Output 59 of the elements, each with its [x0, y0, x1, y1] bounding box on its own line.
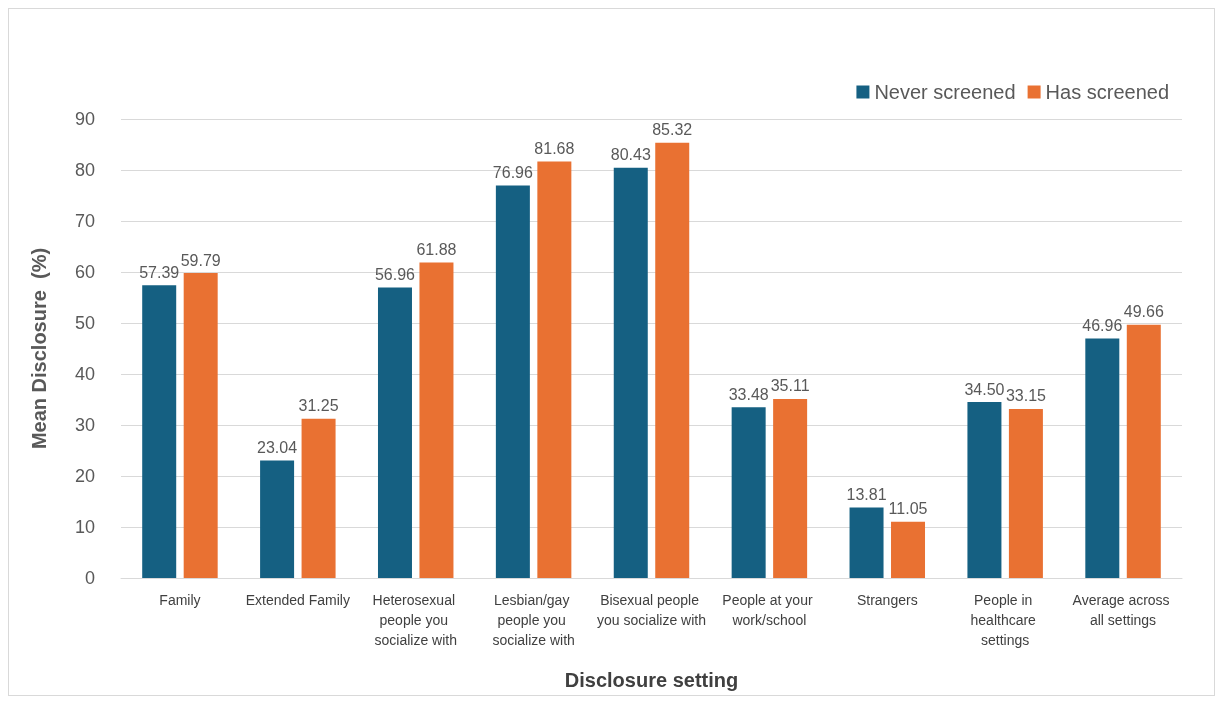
data-label: 49.66 [1123, 303, 1164, 321]
x-tick-label: People at your work/school [722, 592, 817, 628]
y-tick-label: 80 [74, 160, 95, 180]
bar [301, 418, 336, 578]
x-tick-label: Average across all settings [1072, 592, 1174, 628]
y-tick-label: 70 [74, 211, 95, 231]
bar [849, 507, 884, 578]
bar [1085, 338, 1120, 578]
y-tick-label: 0 [84, 568, 95, 588]
data-label: 76.96 [492, 164, 533, 181]
data-label: 11.05 [888, 500, 928, 518]
x-tick-label: People in healthcare settings [970, 592, 1040, 648]
data-label: 23.04 [257, 439, 298, 456]
x-tick-label: Lesbian/gay people you socialize with [492, 592, 575, 648]
y-axis-title: Mean Disclosure (%) [28, 247, 50, 450]
x-tick-label: Extended Family [245, 592, 350, 608]
data-label: 85.32 [652, 121, 693, 139]
bar [419, 262, 454, 578]
bar [377, 287, 412, 578]
data-label: 59.79 [180, 251, 221, 269]
y-tick-label: 10 [74, 517, 95, 537]
bar [183, 273, 218, 578]
data-label: 33.15 [1005, 387, 1047, 405]
y-tick-label: 20 [74, 466, 95, 486]
bar [613, 167, 648, 578]
x-tick-label: Heterosexual people you socialize with [372, 592, 459, 648]
data-label: 31.25 [298, 397, 339, 415]
data-label: 61.88 [416, 240, 457, 258]
legend-label: Never screened [874, 81, 1016, 103]
data-label: 80.43 [610, 146, 651, 164]
x-tick-label: Family [159, 592, 201, 608]
bar [1008, 408, 1043, 578]
bar [655, 142, 690, 578]
bar [537, 161, 572, 578]
bar [773, 398, 808, 578]
bar [891, 521, 926, 578]
x-tick-label: Bisexual people you socialize with [597, 592, 706, 628]
data-label: 34.50 [964, 380, 1005, 398]
data-label: 33.48 [728, 385, 769, 403]
y-tick-label: 60 [74, 262, 95, 282]
bar [142, 285, 177, 578]
bar [967, 402, 1002, 578]
x-axis-title: Disclosure setting [564, 669, 739, 691]
legend-label: Has screened [1045, 81, 1170, 103]
y-tick-label: 30 [74, 415, 95, 435]
bar [495, 185, 530, 578]
data-label: 46.96 [1082, 317, 1123, 334]
x-tick-label: Strangers [856, 592, 918, 608]
y-tick-label: 40 [74, 364, 95, 384]
data-label: 56.96 [374, 266, 416, 283]
data-label: 35.11 [770, 377, 810, 395]
data-label: 57.39 [139, 263, 180, 281]
bar [260, 460, 295, 578]
bar [731, 407, 766, 578]
y-tick-label: 50 [74, 313, 95, 333]
data-label: 81.68 [534, 139, 575, 157]
data-label: 13.81 [846, 486, 887, 504]
bar [1126, 324, 1161, 578]
y-tick-label: 90 [74, 109, 95, 129]
